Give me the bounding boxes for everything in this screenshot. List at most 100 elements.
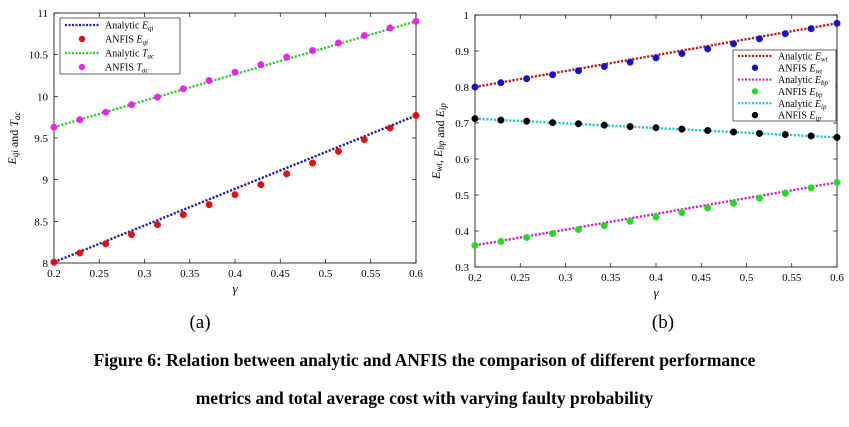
y-tick-label: 10: [37, 91, 49, 103]
data-point: [704, 127, 712, 135]
x-tick-label: 0.25: [90, 268, 110, 280]
data-point: [652, 54, 660, 62]
data-point: [205, 201, 213, 209]
legend-swatch-marker: [751, 64, 759, 71]
x-tick-label: 0.3: [138, 268, 152, 280]
data-point: [471, 241, 479, 249]
data-point: [205, 76, 213, 84]
data-point: [755, 35, 763, 43]
panel-label-b: (b): [651, 312, 675, 333]
data-point: [833, 178, 841, 186]
x-tick-label: 0.45: [692, 272, 712, 284]
data-point: [231, 191, 239, 199]
legend-entry: Analytic Tac: [105, 49, 155, 61]
legend-entry: ANFIS Eip: [778, 111, 821, 123]
data-point: [179, 211, 187, 219]
data-point: [412, 111, 420, 119]
caption-line-1: Figure 6: Relation between analytic and …: [93, 350, 756, 370]
x-tick-label: 0.35: [180, 268, 200, 280]
data-point: [179, 85, 187, 93]
data-point: [755, 194, 763, 202]
panel-label-a: (a): [189, 312, 211, 333]
data-point: [334, 147, 342, 155]
data-point: [549, 119, 557, 127]
x-tick-label: 0.55: [782, 272, 802, 284]
y-tick-label: 8.5: [34, 216, 48, 228]
x-axis-label: γ: [232, 281, 238, 296]
data-point: [50, 123, 58, 131]
legend: Analytic Eqi ANFIS Eqi Analytic Tac ANFIS T…: [59, 17, 181, 75]
caption-line-2: metrics and total average cost with vary…: [195, 388, 654, 408]
x-tick-label: 0.35: [601, 272, 621, 284]
x-tick-label: 0.25: [511, 272, 531, 284]
y-tick-label: 9: [43, 175, 49, 187]
data-point: [76, 249, 84, 257]
data-point: [412, 17, 420, 25]
data-point: [257, 61, 265, 69]
legend-swatch-marker: [78, 35, 86, 43]
legend-box: [732, 49, 837, 122]
data-point: [600, 121, 608, 129]
data-point: [574, 226, 582, 234]
figure-charts: 0.2 0.25 0.3 0.35 0.4 0.45 0.5 0.55 0.6 8 8.5 9 9.5 1…: [5, 8, 844, 300]
y-tick-label: 9.5: [34, 133, 48, 145]
x-tick-label: 0.2: [47, 268, 61, 280]
data-point: [153, 93, 161, 101]
y-tick-label: 0.7: [455, 118, 469, 130]
data-point: [807, 132, 815, 140]
data-point: [283, 53, 291, 61]
data-point: [833, 133, 841, 141]
data-point: [497, 79, 505, 87]
data-point: [128, 231, 136, 239]
data-point: [360, 32, 368, 40]
data-point: [309, 47, 317, 55]
data-point: [678, 125, 686, 133]
data-point: [471, 83, 479, 91]
data-point: [781, 30, 789, 38]
data-point: [755, 129, 763, 137]
data-point: [807, 184, 815, 192]
data-point: [102, 240, 110, 248]
data-point: [833, 19, 841, 27]
data-point: [652, 124, 660, 132]
x-tick-label: 0.45: [271, 268, 291, 280]
data-point: [153, 221, 161, 229]
data-point: [704, 204, 712, 212]
data-point: [257, 181, 265, 189]
y-axis-label: Ewt, Ebp and Eip: [429, 103, 448, 180]
data-point: [626, 58, 634, 66]
data-point: [678, 50, 686, 58]
legend-swatch-marker: [78, 63, 86, 71]
data-point: [600, 62, 608, 70]
data-point: [497, 237, 505, 245]
data-point: [549, 71, 557, 79]
legend-entry: Analytic Ebp: [778, 75, 829, 87]
data-point: [523, 233, 531, 241]
data-point: [128, 101, 136, 109]
legend-entry: ANFIS Ebp: [778, 87, 823, 99]
x-tick-label: 0.3: [559, 272, 573, 284]
data-point: [386, 124, 394, 132]
data-point: [497, 116, 505, 124]
legend-swatch-marker: [751, 111, 759, 119]
data-point: [360, 136, 368, 144]
data-point: [807, 25, 815, 33]
chart-panel-b: 0.2 0.25 0.3 0.35 0.4 0.45 0.5 0.55 0.6 0.3 0.4 0.5…: [429, 10, 844, 300]
data-point: [334, 39, 342, 47]
data-point: [626, 217, 634, 225]
data-point: [730, 128, 738, 136]
y-tick-label: 0.3: [455, 262, 469, 274]
data-point: [471, 115, 479, 123]
legend-swatch-marker: [751, 88, 759, 95]
x-tick-label: 0.2: [468, 272, 482, 284]
y-tick-label: 0.4: [455, 226, 469, 238]
x-tick-label: 0.5: [319, 268, 333, 280]
data-point: [600, 222, 608, 230]
data-point: [704, 45, 712, 53]
data-point: [386, 24, 394, 32]
data-point: [678, 209, 686, 217]
legend-entry: ANFIS Eqi: [105, 35, 148, 47]
data-point: [781, 131, 789, 139]
y-tick-label: 8: [43, 258, 49, 270]
